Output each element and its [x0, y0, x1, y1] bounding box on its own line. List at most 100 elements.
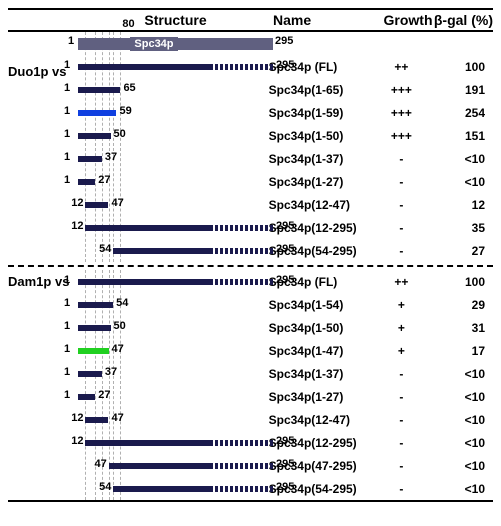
- start-num: 1: [64, 343, 70, 355]
- section: Duo1p vs80Spc34p12951295Spc34p (FL)++100…: [8, 32, 493, 262]
- growth-value: -: [377, 152, 426, 166]
- construct-row: 159Spc34p(1-59)+++254: [8, 101, 493, 124]
- bottom-rule: [8, 500, 493, 502]
- header-structure: Structure: [78, 12, 273, 28]
- start-num: 12: [71, 220, 83, 232]
- construct-row: 1247Spc34p(12-47)-<10: [8, 408, 493, 431]
- construct-row: 127Spc34p(1-27)-<10: [8, 170, 493, 193]
- end-num: 47: [112, 197, 124, 209]
- bgal-value: 254: [426, 106, 493, 120]
- start-num: 54: [99, 243, 111, 255]
- construct-row: 54295Spc34p(54-295)-<10: [8, 477, 493, 500]
- construct-name: Spc34p(1-37): [269, 367, 377, 381]
- construct-name: Spc34p(1-37): [269, 152, 377, 166]
- end-num: 295: [276, 243, 294, 255]
- fragment-dash: [210, 463, 273, 469]
- construct-row: 137Spc34p(1-37)-<10: [8, 362, 493, 385]
- construct-name: Spc34p(1-27): [269, 390, 377, 404]
- figure-table: Structure Name Growth β-gal (%) Duo1p vs…: [8, 8, 493, 502]
- fragment-bar: [113, 486, 210, 492]
- fragment-bar: [78, 348, 109, 354]
- construct-name: Spc34p(1-50): [269, 129, 377, 143]
- growth-value: -: [377, 390, 426, 404]
- fragment-dash: [210, 486, 273, 492]
- construct-row: 1247Spc34p(12-47)-12: [8, 193, 493, 216]
- end-num: 47: [112, 343, 124, 355]
- growth-value: +++: [377, 129, 426, 143]
- end-num: 50: [114, 320, 126, 332]
- fragment-bar: [85, 417, 108, 423]
- bgal-value: 191: [426, 83, 493, 97]
- fragment-bar: [78, 394, 95, 400]
- start-num: 12: [71, 197, 83, 209]
- construct-name: Spc34p(12-47): [269, 198, 377, 212]
- growth-value: -: [377, 413, 426, 427]
- end-num: 295: [276, 481, 294, 493]
- bgal-value: 29: [426, 298, 493, 312]
- fragment-dash: [210, 64, 273, 70]
- fragment-bar: [78, 371, 102, 377]
- bgal-value: <10: [426, 367, 493, 381]
- bgal-value: 35: [426, 221, 493, 235]
- header-name: Name: [273, 12, 383, 28]
- fragment-bar: [78, 279, 210, 285]
- end-num: 65: [123, 82, 135, 94]
- end-num: 27: [98, 389, 110, 401]
- end-num: 59: [119, 105, 131, 117]
- growth-value: +++: [377, 83, 426, 97]
- end-num: 295: [276, 435, 294, 447]
- fragment-bar: [78, 325, 111, 331]
- bgal-value: <10: [426, 152, 493, 166]
- fragment-bar: [109, 463, 210, 469]
- end-num: 47: [112, 412, 124, 424]
- growth-value: -: [377, 221, 426, 235]
- reference-label: Spc34p: [130, 37, 177, 51]
- construct-name: Spc34p(1-54): [269, 298, 377, 312]
- construct-row: 54295Spc34p(54-295)-27: [8, 239, 493, 262]
- construct-name: Spc34p(1-65): [269, 83, 377, 97]
- start-num: 1: [64, 59, 70, 71]
- construct-name: Spc34p(1-50): [269, 321, 377, 335]
- fragment-bar: [85, 440, 210, 446]
- end-num: 37: [105, 366, 117, 378]
- growth-value: +: [377, 298, 426, 312]
- header-growth: Growth: [383, 12, 433, 28]
- construct-row: 47295Spc34p(47-295)-<10: [8, 454, 493, 477]
- bgal-value: 12: [426, 198, 493, 212]
- bgal-value: 100: [426, 60, 493, 74]
- construct-row: 150Spc34p(1-50)+31: [8, 316, 493, 339]
- fragment-bar: [78, 87, 120, 93]
- growth-value: -: [377, 482, 426, 496]
- fragment-dash: [210, 225, 273, 231]
- bgal-value: <10: [426, 436, 493, 450]
- end-num: 295: [276, 274, 294, 286]
- construct-row: 1 65 Spc34p(1-65)+++191: [8, 78, 493, 101]
- growth-value: +: [377, 321, 426, 335]
- end-num: 27: [98, 174, 110, 186]
- bgal-value: <10: [426, 482, 493, 496]
- start-num: 12: [71, 435, 83, 447]
- start-num: 1: [64, 82, 70, 94]
- bgal-value: 100: [426, 275, 493, 289]
- end-num: 295: [276, 220, 294, 232]
- fragment-bar: [78, 156, 102, 162]
- growth-value: -: [377, 175, 426, 189]
- growth-value: -: [377, 198, 426, 212]
- construct-row: 127Spc34p(1-27)-<10: [8, 385, 493, 408]
- end-num: 37: [105, 151, 117, 163]
- fragment-bar: [78, 302, 113, 308]
- start-num: 1: [64, 297, 70, 309]
- growth-value: -: [377, 459, 426, 473]
- fragment-bar: [78, 110, 116, 116]
- end-num: 50: [114, 128, 126, 140]
- start-num: 47: [95, 458, 107, 470]
- bgal-value: <10: [426, 459, 493, 473]
- start-num: 1: [64, 174, 70, 186]
- growth-value: ++: [377, 60, 426, 74]
- start-num: 1: [64, 151, 70, 163]
- construct-name: Spc34p(12-47): [269, 413, 377, 427]
- construct-name: Spc34p(1-27): [269, 175, 377, 189]
- fragment-bar: [85, 202, 108, 208]
- fragment-dash: [210, 440, 273, 446]
- construct-row: 1295Spc34p (FL)++100: [8, 55, 493, 78]
